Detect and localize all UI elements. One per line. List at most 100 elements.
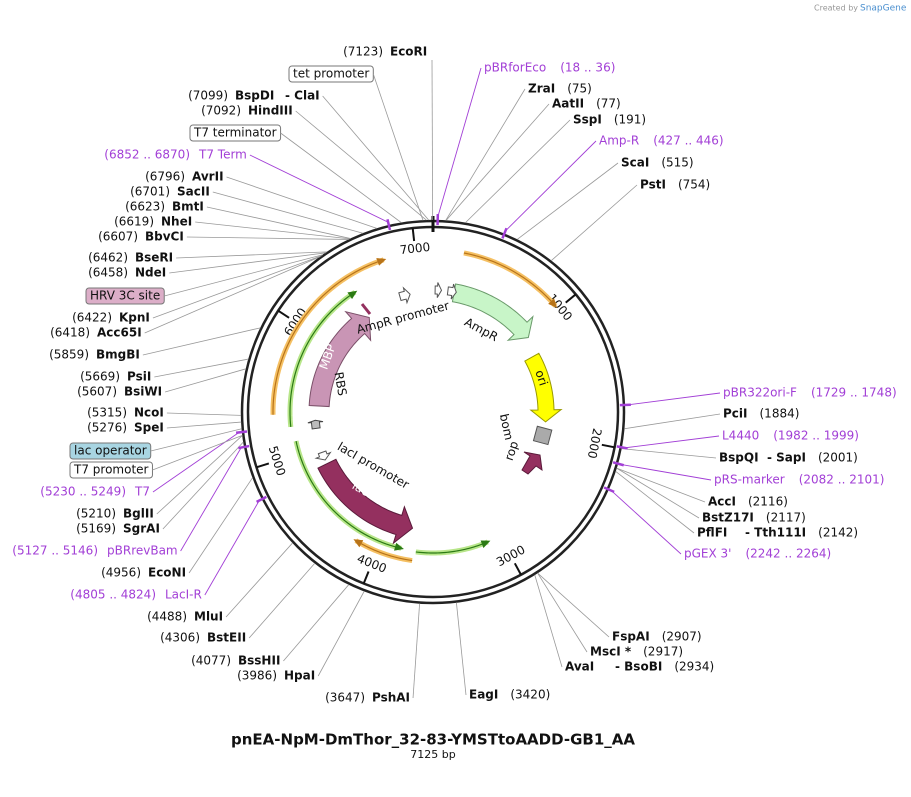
- site-name: PflFI: [697, 526, 727, 540]
- tick-mark: [565, 293, 577, 304]
- tick-mark: [256, 462, 270, 469]
- site-position: (75): [567, 82, 592, 96]
- site-name: SpeI: [134, 421, 164, 435]
- brand-text: SnapGene: [860, 4, 907, 14]
- primer-leader: [204, 500, 260, 596]
- site-position: (5859): [49, 348, 89, 362]
- site-position: (3647): [325, 691, 365, 705]
- green-arc: [289, 291, 356, 428]
- lacI-promoter-arrow: [314, 450, 332, 461]
- feature-label: ori: [532, 368, 550, 387]
- site-leader: [295, 110, 427, 221]
- primer-leader: [249, 154, 389, 223]
- site-name: HpaI: [284, 669, 315, 683]
- site-position: (6623): [125, 200, 165, 214]
- site-position: (5276): [87, 421, 127, 435]
- site-name: ZraI: [528, 82, 555, 96]
- plasmid-length: 7125 bp: [410, 748, 455, 761]
- site-position: (3986): [237, 669, 277, 683]
- site-position: (2907): [662, 630, 702, 644]
- site-position: (2934): [674, 660, 714, 674]
- green-arc: [415, 541, 489, 554]
- site-name: AvaI: [565, 660, 594, 674]
- ampr-arrow: [451, 283, 534, 341]
- site-alias: - SapI: [767, 451, 806, 465]
- feature-leader: [152, 435, 243, 471]
- primer-range: (4805 .. 4824): [70, 588, 156, 602]
- primer-name: Amp-R: [599, 134, 639, 148]
- site-position: (77): [596, 97, 621, 111]
- site-position: (5607): [77, 385, 117, 399]
- site-name: AccI: [708, 495, 736, 509]
- primer-mark: [616, 445, 628, 450]
- site-position: (4077): [191, 654, 231, 668]
- site-leader: [176, 251, 328, 259]
- primer-leader: [627, 392, 721, 406]
- primer-range: (1982 .. 1999): [773, 429, 859, 443]
- feature-tag: tet promoter: [293, 67, 369, 81]
- primer-range: (18 .. 36): [560, 61, 615, 75]
- site-position: (6458): [88, 266, 128, 280]
- primer-name: L4440: [722, 429, 759, 443]
- primer-name: LacI-R: [165, 588, 202, 602]
- site-name: BbvCI: [145, 230, 184, 244]
- site-position: (2917): [643, 645, 683, 659]
- orange-arc: [463, 252, 556, 307]
- rop-arrow: [521, 451, 543, 475]
- site-position: (754): [678, 178, 710, 192]
- site-leader: [322, 95, 429, 221]
- site-leader: [248, 563, 316, 639]
- site-position: (7123): [343, 45, 383, 59]
- mbp-arrow: [308, 310, 372, 408]
- site-leader: [445, 103, 550, 221]
- site-name: SspI: [573, 113, 602, 127]
- site-leader: [195, 221, 351, 240]
- inner-ring: [246, 225, 620, 599]
- site-name: BspDI: [235, 89, 274, 103]
- site-leader: [537, 572, 588, 653]
- feature-leader: [372, 73, 424, 221]
- feature-label: RBS: [332, 371, 350, 397]
- site-name: Acc65I: [97, 326, 142, 340]
- primer-name: pBR322ori-F: [723, 386, 797, 400]
- primer-leader: [624, 435, 720, 449]
- site-leader: [550, 184, 638, 262]
- tick-label: 3000: [494, 542, 528, 569]
- site-name: AatII: [552, 97, 584, 111]
- ampr-promoter-arrow: [434, 282, 443, 298]
- site-position: (7092): [201, 104, 241, 118]
- site-position: (4488): [147, 610, 187, 624]
- site-name: SgrAI: [123, 522, 160, 536]
- ampr-promoter-arrow: [446, 283, 457, 300]
- feature-label: bom: [497, 412, 516, 441]
- primer-leader: [437, 67, 482, 218]
- primer-mark: [603, 486, 615, 494]
- site-leader: [166, 421, 242, 429]
- primer-range: (5127 .. 5146): [12, 544, 98, 558]
- site-position: (6422): [72, 311, 112, 325]
- site-name: SacII: [177, 185, 210, 199]
- ori-arrow: [524, 352, 563, 423]
- site-leader: [144, 256, 321, 334]
- tick-mark: [277, 309, 290, 319]
- site-leader: [621, 448, 717, 459]
- site-leader: [445, 88, 526, 221]
- green-arc-head: [394, 542, 404, 551]
- site-name: EagI: [469, 688, 498, 702]
- primer-range: (5230 .. 5249): [40, 485, 126, 499]
- site-name: MluI: [194, 610, 223, 624]
- primer-mark: [501, 227, 508, 239]
- tick-mark: [411, 228, 416, 242]
- lacI-arrow: [317, 458, 414, 545]
- primer-leader: [180, 447, 242, 552]
- outer-ring: [240, 219, 626, 605]
- site-name: PstI: [640, 178, 666, 192]
- site-name: BseRI: [135, 251, 173, 265]
- site-name: PshAI: [372, 691, 410, 705]
- plasmid-name: pnEA-NpM-DmThor_32-83-YMSTtoAADD-GB1_AA: [231, 731, 635, 749]
- site-alias: - Tth111I: [745, 526, 806, 540]
- site-position: (2001): [818, 451, 858, 465]
- tick-mark: [601, 443, 615, 449]
- site-name: NcoI: [134, 406, 164, 420]
